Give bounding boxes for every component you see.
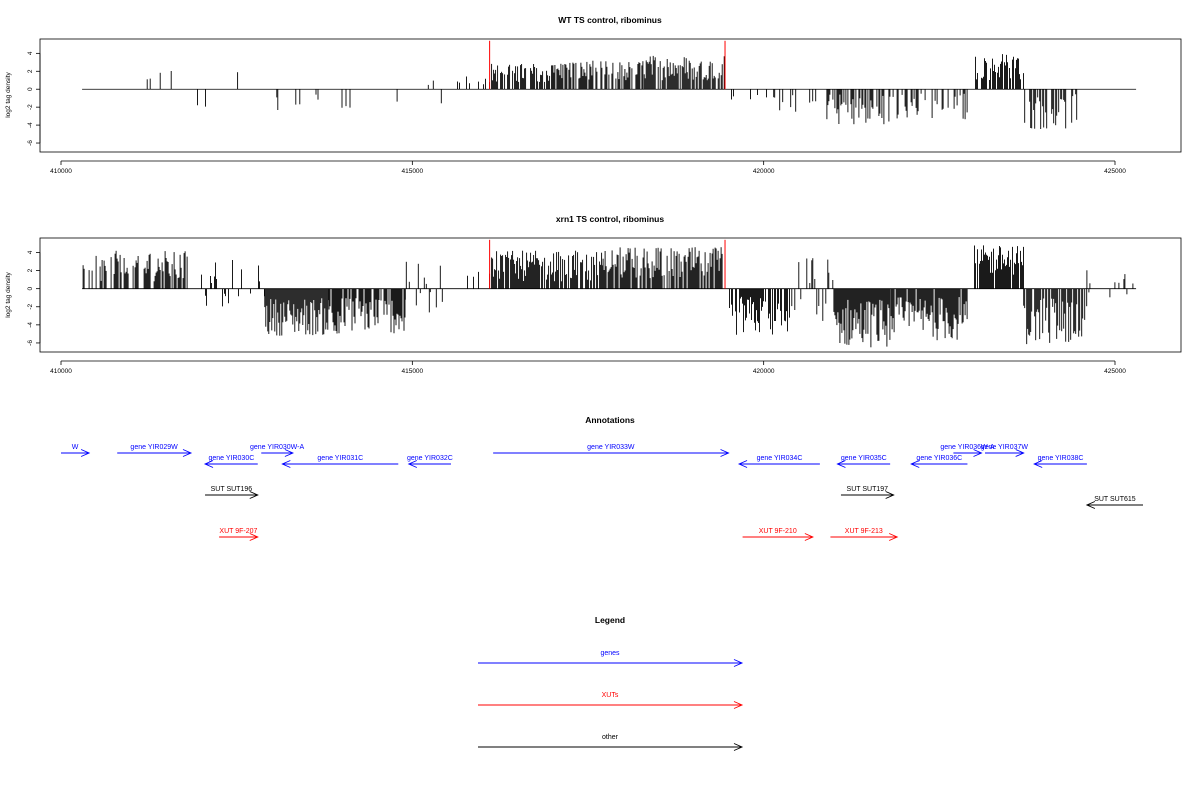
legend: Legend genes XUTs other [478, 615, 744, 751]
annotation-label: XUT 9F-213 [845, 528, 883, 535]
wt-y-tick-label: 2 [27, 69, 34, 73]
xrn1-coverage-panel: xrn1 TS control, ribominus log2 tag dens… [5, 214, 1182, 375]
xrn1-axes-group: -6 -4 -2 0 2 4 410000 415000 420000 425000 [27, 250, 1126, 375]
wt-y-tick-label: -2 [27, 104, 34, 110]
xrn1-panel-title: xrn1 TS control, ribominus [556, 214, 664, 224]
legend-label-other: other [602, 734, 619, 741]
xrn1-y-tick-label: 4 [27, 250, 34, 254]
wt-y-tick-label: 4 [27, 51, 34, 55]
annotation-arrow [1085, 501, 1143, 509]
legend-arrow-xut [478, 701, 744, 709]
annotation-label: XUT 9F-207 [219, 528, 257, 535]
annotation-label: gene YIR038C [1038, 455, 1084, 462]
annotation-arrow [737, 460, 820, 468]
annotation-label: gene YIR035C [841, 455, 887, 462]
xrn1-marks-group [82, 239, 1137, 348]
annotation-arrow [281, 460, 399, 468]
annotation-label: SUT SUT615 [1094, 496, 1136, 503]
wt-axes-group: -6 -4 -2 0 2 4 410000 415000 420000 425000 [27, 51, 1126, 175]
annotation-label: gene YIR031C [317, 455, 363, 462]
wt-y-tick-label: -6 [27, 140, 34, 146]
legend-title: Legend [595, 615, 625, 625]
annotation-label: SUT SUT197 [847, 486, 889, 493]
legend-label-gene: genes [600, 650, 620, 657]
legend-arrow-other [478, 743, 744, 751]
xrn1-y-tick-label: -2 [27, 303, 34, 309]
annotation-label: gene YIR036W-A [940, 444, 995, 451]
legend-items-group: genes XUTs other [478, 650, 744, 751]
xrn1-y-tick-label: -6 [27, 340, 34, 346]
wt-plot-frame [39, 38, 1182, 153]
annotation-label: gene YIR034C [757, 455, 803, 462]
wt-x-tick-label: 420000 [753, 168, 775, 175]
annotation-arrow [953, 449, 983, 457]
annotation-label: XUT 9F-210 [759, 528, 797, 535]
wt-y-axis-label: log2 tag density [5, 71, 12, 117]
annotation-arrow [985, 449, 1025, 457]
wt-x-tick-label: 410000 [50, 168, 72, 175]
xrn1-y-tick-label: 2 [27, 268, 34, 272]
annotation-arrow [117, 449, 193, 457]
annotation-label: gene YIR033W [587, 444, 635, 451]
xrn1-x-tick-label: 425000 [1104, 368, 1126, 375]
annotation-arrow [742, 533, 814, 541]
annotation-label: gene YIR036C [916, 455, 962, 462]
xrn1-x-tick-label: 415000 [401, 368, 423, 375]
annotation-arrow [836, 460, 891, 468]
annotation-arrow [1033, 460, 1087, 468]
xrn1-x-tick-label: 410000 [50, 368, 72, 375]
annotation-arrow [203, 460, 258, 468]
annotation-arrow [219, 533, 259, 541]
wt-y-tick-label: -4 [27, 122, 34, 128]
annotation-label: gene YIR030C [208, 455, 254, 462]
xrn1-y-tick-label: -4 [27, 322, 34, 328]
wt-y-tick-label: 0 [27, 87, 34, 91]
annotation-label: W [72, 444, 79, 451]
annotation-arrow [910, 460, 968, 468]
xrn1-y-tick-label: 0 [27, 286, 34, 290]
annotation-arrow [61, 449, 91, 457]
annotation-label: gene YIR030W-A [250, 444, 305, 451]
annotation-arrow [261, 449, 295, 457]
legend-arrow-gene [478, 659, 744, 667]
xrn1-y-axis-label: log2 tag density [5, 271, 12, 317]
annotations-title: Annotations [585, 415, 635, 425]
wt-marks-group [82, 40, 1137, 129]
annotation-arrow [407, 460, 451, 468]
wt-coverage-panel: WT TS control, ribominus log2 tag densit… [5, 15, 1182, 175]
xrn1-x-tick-label: 420000 [753, 368, 775, 375]
annotation-arrow [840, 491, 895, 499]
annotation-arrow [205, 491, 259, 499]
wt-x-tick-label: 425000 [1104, 168, 1126, 175]
annotation-arrow [830, 533, 899, 541]
xrn1-plot-frame [39, 237, 1182, 353]
annotation-arrow [493, 449, 730, 457]
annotation-label: gene YIR037W [981, 444, 1029, 451]
wt-x-tick-label: 415000 [401, 168, 423, 175]
annotation-label: gene YIR029W [130, 444, 178, 451]
annotation-label: gene YIR032C [407, 455, 453, 462]
annotation-label: SUT SUT196 [211, 486, 253, 493]
wt-panel-title: WT TS control, ribominus [558, 15, 662, 25]
legend-label-xut: XUTs [602, 692, 619, 699]
